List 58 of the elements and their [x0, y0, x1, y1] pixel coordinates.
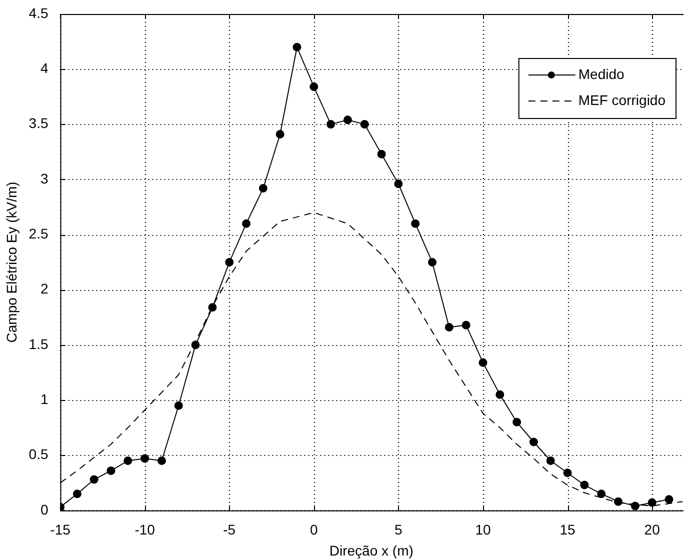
point	[157, 456, 166, 466]
x-tick-label: -10	[134, 522, 156, 538]
legend-label: MEF corrigido	[578, 92, 666, 108]
y-tick-label: 3	[40, 170, 48, 186]
point	[242, 219, 251, 228]
x-tick-label: 15	[560, 522, 576, 538]
point	[140, 454, 150, 463]
point	[664, 495, 674, 504]
point	[292, 42, 302, 52]
point	[478, 358, 488, 367]
point	[411, 219, 420, 228]
point	[428, 258, 436, 266]
y-tick-label: 4.5	[28, 4, 48, 21]
y-tick-label: 1.5	[28, 336, 48, 352]
point	[462, 320, 470, 330]
point	[394, 180, 403, 188]
point	[529, 438, 538, 446]
point	[208, 303, 217, 312]
point	[191, 340, 200, 350]
y-tick-label: 0.5	[28, 446, 48, 462]
point	[276, 130, 284, 138]
point	[326, 120, 336, 129]
point	[124, 456, 132, 466]
point	[597, 490, 606, 498]
x-tick-label: -15	[50, 522, 71, 538]
y-tick-label: 1	[40, 390, 48, 407]
point	[72, 490, 82, 498]
y-tick-label: 2.5	[28, 225, 48, 242]
point	[444, 323, 454, 332]
point	[546, 456, 555, 466]
x-tick-label: 0	[310, 522, 318, 538]
legend-label: Medido	[578, 66, 624, 82]
point	[174, 401, 183, 410]
x-tick-label: 20	[644, 522, 660, 538]
point	[648, 498, 656, 507]
point	[360, 120, 369, 129]
y-tick-label: 2	[40, 280, 48, 297]
point	[106, 466, 116, 475]
point	[225, 258, 234, 266]
point	[580, 480, 589, 490]
y-tick-label: 4	[40, 60, 48, 76]
x-tick-label: -5	[223, 522, 236, 538]
point	[512, 418, 522, 426]
point	[377, 150, 386, 158]
y-tick-label: 0	[40, 501, 48, 518]
point	[630, 502, 640, 510]
x-tick-label: 5	[394, 522, 403, 538]
point	[343, 116, 352, 124]
x-axis-title: Direção x (m)	[329, 542, 414, 558]
point	[563, 468, 572, 478]
point	[310, 82, 318, 92]
point	[614, 497, 622, 506]
point	[90, 475, 98, 484]
y-tick-label: 3.5	[28, 115, 48, 132]
x-tick-label: 10	[475, 522, 491, 538]
y-axis-title: Campo Elétrico Ey (kV/m)	[3, 182, 20, 343]
point	[496, 390, 504, 399]
point	[258, 184, 268, 193]
